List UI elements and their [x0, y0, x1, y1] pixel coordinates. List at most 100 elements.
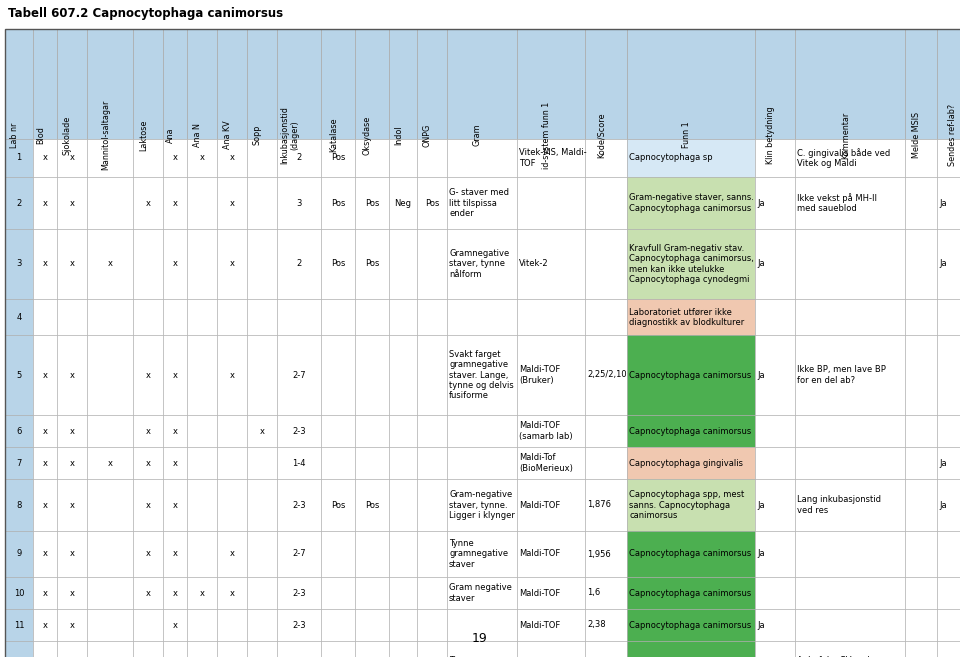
Text: Inkubasjonstid
(dager): Inkubasjonstid (dager) — [280, 106, 299, 164]
Text: Capnocytophaga sp: Capnocytophaga sp — [629, 154, 712, 162]
Text: Maldi-TOF: Maldi-TOF — [519, 501, 561, 509]
Bar — [355, 447, 389, 479]
Text: Gram negative
staver: Gram negative staver — [449, 583, 512, 602]
Bar — [355, 177, 389, 229]
Text: 2-3: 2-3 — [292, 620, 306, 629]
Bar — [87, 299, 133, 335]
Bar — [795, 415, 905, 447]
Bar — [755, 335, 795, 415]
Text: Ja: Ja — [939, 260, 947, 269]
Bar — [905, 577, 937, 609]
Bar — [905, 531, 937, 577]
Bar — [133, 229, 163, 299]
Bar — [33, 139, 57, 177]
Bar — [355, 29, 389, 139]
Bar — [33, 577, 57, 609]
Text: Maldi-TOF: Maldi-TOF — [519, 589, 561, 597]
Text: Pos: Pos — [425, 198, 439, 208]
Bar — [57, 531, 87, 577]
Text: x: x — [146, 459, 151, 468]
Bar — [389, 531, 417, 577]
Text: 1-4: 1-4 — [292, 459, 305, 468]
Bar — [217, 641, 247, 657]
Bar — [389, 299, 417, 335]
Bar — [217, 299, 247, 335]
Bar — [247, 447, 277, 479]
Text: x: x — [108, 459, 112, 468]
Bar — [5, 29, 33, 139]
Bar — [417, 177, 447, 229]
Text: 3: 3 — [16, 260, 22, 269]
Bar — [937, 577, 960, 609]
Text: Pos: Pos — [331, 198, 346, 208]
Bar — [355, 415, 389, 447]
Bar — [277, 641, 321, 657]
Bar — [5, 177, 33, 229]
Bar — [277, 139, 321, 177]
Bar — [163, 139, 187, 177]
Text: x: x — [69, 549, 75, 558]
Text: x: x — [229, 549, 234, 558]
Text: x: x — [200, 154, 204, 162]
Bar — [321, 577, 355, 609]
Text: Klin betydning: Klin betydning — [766, 106, 775, 164]
Bar — [585, 479, 627, 531]
Bar — [795, 531, 905, 577]
Bar — [755, 177, 795, 229]
Text: Pos: Pos — [331, 501, 346, 509]
Bar — [937, 641, 960, 657]
Bar — [389, 415, 417, 447]
Bar — [417, 641, 447, 657]
Text: x: x — [42, 426, 47, 436]
Bar — [133, 139, 163, 177]
Text: id-system funn 1: id-system funn 1 — [542, 101, 551, 169]
Bar — [217, 139, 247, 177]
Text: x: x — [146, 501, 151, 509]
Text: Maldi-TOF
(Bruker): Maldi-TOF (Bruker) — [519, 365, 561, 384]
Bar — [163, 299, 187, 335]
Text: x: x — [146, 589, 151, 597]
Text: Katalase: Katalase — [329, 118, 338, 152]
Text: 2,25/2,10: 2,25/2,10 — [587, 371, 627, 380]
Bar — [517, 609, 585, 641]
Text: Oksydase: Oksydase — [363, 116, 372, 154]
Text: x: x — [42, 371, 47, 380]
Bar — [627, 29, 755, 139]
Bar — [627, 229, 755, 299]
Bar — [247, 415, 277, 447]
Bar — [87, 641, 133, 657]
Bar — [585, 299, 627, 335]
Bar — [33, 335, 57, 415]
Bar — [87, 577, 133, 609]
Bar — [217, 577, 247, 609]
Bar — [187, 609, 217, 641]
Bar — [585, 447, 627, 479]
Bar — [517, 577, 585, 609]
Text: 5: 5 — [16, 371, 22, 380]
Bar — [277, 229, 321, 299]
Bar — [417, 415, 447, 447]
Text: Ja: Ja — [757, 260, 764, 269]
Bar — [277, 335, 321, 415]
Text: x: x — [42, 260, 47, 269]
Text: Gramnegative
staver, tynne
nålform: Gramnegative staver, tynne nålform — [449, 250, 509, 279]
Bar — [795, 177, 905, 229]
Bar — [517, 641, 585, 657]
Bar — [187, 531, 217, 577]
Text: Ikke BP, men lave BP
for en del ab?: Ikke BP, men lave BP for en del ab? — [797, 365, 886, 384]
Bar — [163, 447, 187, 479]
Bar — [277, 531, 321, 577]
Bar — [321, 335, 355, 415]
Bar — [5, 577, 33, 609]
Bar — [755, 447, 795, 479]
Bar — [187, 415, 217, 447]
Bar — [87, 29, 133, 139]
Text: Vitek-MS, Maldi-
TOF: Vitek-MS, Maldi- TOF — [519, 148, 587, 168]
Bar — [247, 29, 277, 139]
Bar — [389, 177, 417, 229]
Bar — [133, 641, 163, 657]
Bar — [247, 609, 277, 641]
Text: Tynne
gramnegative
staver: Tynne gramnegative staver — [449, 539, 508, 568]
Text: Ja: Ja — [757, 501, 764, 509]
Bar — [905, 447, 937, 479]
